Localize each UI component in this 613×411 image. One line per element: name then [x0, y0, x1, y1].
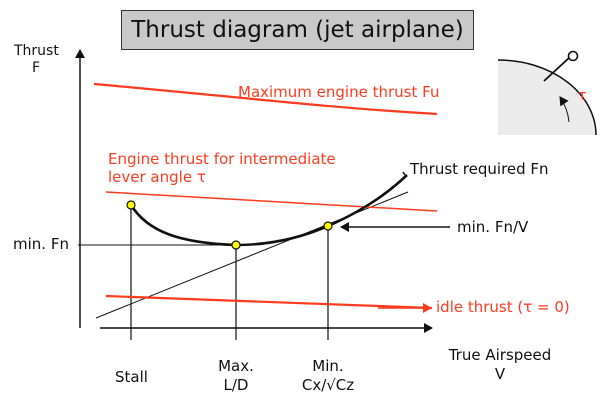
x-axis-label-line1: True Airspeed	[448, 346, 552, 364]
diagram-title: Thrust diagram (jet airplane)	[121, 10, 474, 50]
min-fn-v-label: min. Fn/V	[457, 218, 529, 236]
idle-thrust-label: idle thrust (τ = 0)	[436, 298, 570, 316]
tangent-line	[95, 191, 409, 319]
stall-point	[126, 200, 136, 210]
x-axis-label-line2: V	[494, 365, 506, 383]
intermediate-thrust-label: Engine thrust for intermediate lever ang…	[108, 150, 336, 186]
thrust-required-label: Thrust required Fn	[410, 160, 549, 178]
max-ld-tick-label-line1: Max.	[218, 357, 254, 375]
throttle-lever-icon	[497, 50, 597, 136]
idle-thrust-curve	[105, 294, 433, 310]
min-ratio-tick-label-line1: Min.	[312, 357, 344, 375]
max-ld-tick-label: Max. L/D	[206, 357, 266, 395]
max-ld-point	[231, 240, 241, 250]
max-thrust-curve	[93, 82, 438, 116]
intermediate-thrust-label-line1: Engine thrust for intermediate	[108, 150, 336, 168]
lever-angle-symbol: τ	[578, 88, 587, 104]
min-fn-label: min. Fn	[13, 235, 69, 253]
intermediate-thrust-curve	[105, 191, 438, 212]
y-axis-label: Thrust F	[14, 43, 59, 77]
x-axis-label: True Airspeed V	[430, 346, 570, 384]
min-ratio-tick-label-line2: Cx/√Cz	[301, 376, 355, 394]
max-ld-tick-label-line2: L/D	[223, 376, 249, 394]
max-thrust-label: Maximum engine thrust Fu	[238, 83, 440, 101]
y-axis-label-line2: F	[31, 60, 41, 76]
intermediate-thrust-label-line2: lever angle τ	[108, 168, 206, 186]
thrust-required-curve	[129, 174, 408, 247]
y-axis-label-line1: Thrust	[14, 43, 59, 59]
min-ratio-tick-label: Min. Cx/√Cz	[288, 357, 368, 395]
stall-tick-label: Stall	[115, 368, 148, 386]
min-ratio-point	[323, 221, 333, 231]
thrust-required-pointer	[402, 171, 406, 176]
